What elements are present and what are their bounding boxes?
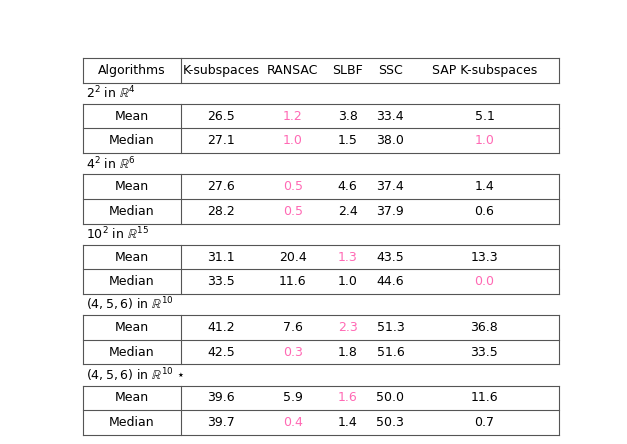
Text: 1.0: 1.0 (283, 134, 303, 147)
Text: 38.0: 38.0 (376, 134, 404, 147)
Text: 0.3: 0.3 (283, 345, 303, 359)
Text: Mean: Mean (115, 321, 149, 334)
Text: 31.1: 31.1 (208, 250, 235, 264)
Text: 37.4: 37.4 (376, 180, 404, 193)
Text: $2^2$ in $\mathbb{R}^4$: $2^2$ in $\mathbb{R}^4$ (86, 85, 135, 102)
Text: 1.2: 1.2 (283, 110, 303, 123)
Text: 0.0: 0.0 (475, 275, 495, 288)
Text: 33.5: 33.5 (208, 275, 235, 288)
Text: 1.5: 1.5 (337, 134, 357, 147)
Text: Algorithms: Algorithms (98, 64, 166, 77)
Text: 1.8: 1.8 (337, 345, 357, 359)
Text: 37.9: 37.9 (376, 205, 404, 218)
Text: 0.6: 0.6 (475, 205, 494, 218)
Text: 2.4: 2.4 (338, 205, 357, 218)
Text: 11.6: 11.6 (279, 275, 307, 288)
Text: 0.4: 0.4 (283, 416, 303, 429)
Text: 36.8: 36.8 (470, 321, 498, 334)
Text: 33.5: 33.5 (470, 345, 498, 359)
Text: K-subspaces: K-subspaces (183, 64, 260, 77)
Text: 51.6: 51.6 (376, 345, 404, 359)
Text: 7.6: 7.6 (283, 321, 303, 334)
Text: 27.6: 27.6 (208, 180, 235, 193)
Text: 28.2: 28.2 (208, 205, 235, 218)
Text: Median: Median (109, 205, 155, 218)
Text: Mean: Mean (115, 110, 149, 123)
Text: 42.5: 42.5 (208, 345, 235, 359)
Text: 20.4: 20.4 (279, 250, 307, 264)
Text: $10^2$ in $\mathbb{R}^{15}$: $10^2$ in $\mathbb{R}^{15}$ (86, 226, 149, 242)
Text: 1.4: 1.4 (475, 180, 494, 193)
Text: 39.7: 39.7 (208, 416, 235, 429)
Text: 11.6: 11.6 (471, 392, 498, 404)
Text: 5.9: 5.9 (283, 392, 303, 404)
Text: 0.7: 0.7 (475, 416, 495, 429)
Text: Median: Median (109, 416, 155, 429)
Text: 39.6: 39.6 (208, 392, 235, 404)
Text: 5.1: 5.1 (475, 110, 494, 123)
Text: 1.0: 1.0 (337, 275, 357, 288)
Text: 1.6: 1.6 (338, 392, 357, 404)
Text: 27.1: 27.1 (208, 134, 235, 147)
Text: 50.3: 50.3 (376, 416, 404, 429)
Text: 0.5: 0.5 (283, 180, 303, 193)
Text: 2.3: 2.3 (338, 321, 357, 334)
Text: 44.6: 44.6 (377, 275, 404, 288)
Text: 41.2: 41.2 (208, 321, 235, 334)
Text: 1.4: 1.4 (338, 416, 357, 429)
Text: Mean: Mean (115, 392, 149, 404)
Text: SAP K-subspaces: SAP K-subspaces (432, 64, 537, 77)
Text: $4^2$ in $\mathbb{R}^6$: $4^2$ in $\mathbb{R}^6$ (86, 155, 135, 172)
Text: 50.0: 50.0 (376, 392, 404, 404)
Text: 3.8: 3.8 (337, 110, 357, 123)
Text: 43.5: 43.5 (376, 250, 404, 264)
Text: 13.3: 13.3 (471, 250, 498, 264)
Text: RANSAC: RANSAC (267, 64, 319, 77)
Text: SSC: SSC (378, 64, 403, 77)
Text: 4.6: 4.6 (338, 180, 357, 193)
Text: Mean: Mean (115, 250, 149, 264)
Text: 51.3: 51.3 (376, 321, 404, 334)
Text: SLBF: SLBF (332, 64, 363, 77)
Text: $(4, 5, 6)$ in $\mathbb{R}^{10}$: $(4, 5, 6)$ in $\mathbb{R}^{10}$ (86, 296, 174, 313)
Text: $(4, 5, 6)$ in $\mathbb{R}^{10}$ $\star$: $(4, 5, 6)$ in $\mathbb{R}^{10}$ $\star$ (86, 366, 184, 384)
Text: Median: Median (109, 134, 155, 147)
Text: 0.5: 0.5 (283, 205, 303, 218)
Text: Mean: Mean (115, 180, 149, 193)
Text: 1.3: 1.3 (338, 250, 357, 264)
Text: 1.0: 1.0 (475, 134, 494, 147)
Text: 26.5: 26.5 (208, 110, 235, 123)
Text: 33.4: 33.4 (377, 110, 404, 123)
Text: Median: Median (109, 275, 155, 288)
Text: Median: Median (109, 345, 155, 359)
